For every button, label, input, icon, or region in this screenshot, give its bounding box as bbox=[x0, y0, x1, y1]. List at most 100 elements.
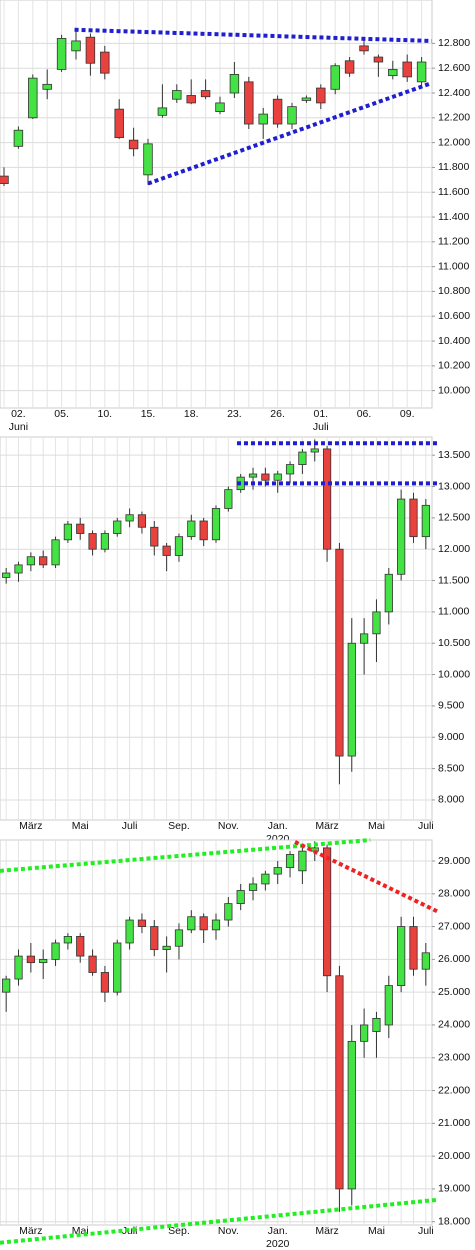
candle-body bbox=[322, 448, 332, 550]
candle-body bbox=[248, 883, 258, 891]
candle-body bbox=[229, 74, 240, 94]
candle-body bbox=[409, 926, 418, 970]
candle-body bbox=[397, 498, 406, 575]
candle-body bbox=[373, 56, 384, 63]
trend-line bbox=[0, 838, 371, 873]
x-tick-label: Nov. bbox=[218, 1225, 239, 1237]
y-tick-label: 8.000 bbox=[438, 794, 464, 806]
y-tick-label: 12.600 bbox=[438, 62, 470, 74]
candle-body bbox=[76, 523, 85, 534]
x-tick-label: 26. bbox=[270, 408, 285, 420]
candle-body bbox=[125, 514, 134, 522]
candle-body bbox=[137, 919, 147, 927]
candle-body bbox=[56, 38, 67, 70]
candle-body bbox=[76, 936, 85, 957]
candle-body bbox=[421, 952, 430, 970]
candle-body bbox=[224, 903, 233, 921]
x-tick-label: 10. bbox=[97, 408, 112, 420]
y-tick-label: 19.000 bbox=[438, 1183, 470, 1195]
candle-body bbox=[100, 51, 110, 74]
y-tick-label: 29.000 bbox=[438, 855, 470, 867]
y-tick-label: 23.000 bbox=[438, 1052, 470, 1064]
candle-body bbox=[13, 129, 24, 147]
candle-body bbox=[85, 36, 96, 64]
y-tick-label: 11.200 bbox=[438, 236, 469, 248]
candle-body bbox=[71, 40, 81, 52]
y-tick-label: 20.000 bbox=[438, 1150, 470, 1162]
y-tick-label: 12.400 bbox=[438, 87, 470, 99]
trend-line bbox=[74, 27, 432, 43]
candle-body bbox=[244, 81, 254, 125]
y-tick-label: 12.000 bbox=[438, 543, 470, 555]
candle-body bbox=[287, 106, 297, 125]
candle-body bbox=[347, 642, 356, 757]
candle-body bbox=[236, 890, 245, 905]
candle-body bbox=[272, 98, 283, 125]
x-tick-label: 02. bbox=[11, 408, 26, 420]
candle-body bbox=[187, 916, 196, 931]
x-tick-label: 06. bbox=[357, 408, 372, 420]
candle-body bbox=[273, 473, 282, 481]
candle-body bbox=[0, 175, 9, 184]
candle-body bbox=[2, 572, 11, 578]
candle-body bbox=[335, 548, 344, 757]
candle-body bbox=[186, 95, 196, 104]
candle-body bbox=[88, 533, 97, 550]
candle-body bbox=[285, 464, 295, 475]
y-tick-label: 27.000 bbox=[438, 920, 470, 932]
y-tick-label: 11.800 bbox=[438, 161, 469, 173]
candle-body bbox=[372, 1017, 381, 1032]
y-tick-label: 11.400 bbox=[438, 211, 469, 223]
candle-body bbox=[26, 556, 35, 566]
x-tick-label: März bbox=[315, 1225, 338, 1237]
y-tick-label: 13.500 bbox=[438, 449, 470, 461]
y-tick-label: 12.500 bbox=[438, 512, 470, 524]
y-tick-label: 10.500 bbox=[438, 637, 470, 649]
candle-body bbox=[51, 539, 60, 566]
y-tick-label: 25.000 bbox=[438, 986, 470, 998]
candle-body bbox=[63, 936, 72, 944]
candle-body bbox=[174, 929, 184, 947]
candle-body bbox=[14, 955, 23, 980]
candle-body bbox=[402, 61, 412, 78]
y-tick-label: 10.800 bbox=[438, 285, 470, 297]
y-tick-label: 26.000 bbox=[438, 953, 470, 965]
candle-body bbox=[215, 102, 225, 113]
candle-body bbox=[100, 972, 110, 993]
x-tick-sublabel: 2020 bbox=[266, 1238, 290, 1250]
x-tick-label: Mai bbox=[368, 820, 385, 832]
x-tick-label: Sep. bbox=[168, 820, 190, 832]
x-tick-label: 05. bbox=[54, 408, 69, 420]
candle-body bbox=[172, 90, 182, 100]
candle-body bbox=[187, 520, 196, 538]
candle-body bbox=[316, 87, 326, 104]
x-tick-label: Juli bbox=[418, 1225, 434, 1237]
candle-body bbox=[28, 77, 38, 119]
candle-body bbox=[150, 526, 159, 547]
candle-body bbox=[416, 61, 427, 83]
y-tick-label: 12.000 bbox=[438, 136, 470, 148]
candle-body bbox=[143, 143, 153, 176]
candle-body bbox=[301, 97, 312, 101]
candle-body bbox=[360, 1024, 369, 1042]
candle-body bbox=[388, 69, 398, 77]
y-tick-label: 10.000 bbox=[438, 384, 470, 396]
candle-body bbox=[344, 60, 355, 74]
candle-body bbox=[113, 942, 122, 993]
candle-body bbox=[2, 978, 11, 993]
x-tick-label: Juli bbox=[122, 820, 138, 832]
candle-body bbox=[322, 847, 332, 977]
candle-body bbox=[42, 83, 52, 90]
candle-body bbox=[285, 854, 295, 868]
candle-body bbox=[150, 926, 159, 950]
candle-body bbox=[273, 867, 282, 875]
y-tick-label: 18.000 bbox=[438, 1216, 470, 1228]
x-tick-label: 09. bbox=[400, 408, 415, 420]
x-tick-label: Mai bbox=[368, 1225, 385, 1237]
candle-body bbox=[51, 942, 60, 960]
candle-body bbox=[199, 916, 208, 931]
candle-body bbox=[39, 958, 48, 964]
y-tick-label: 11.000 bbox=[438, 606, 469, 618]
